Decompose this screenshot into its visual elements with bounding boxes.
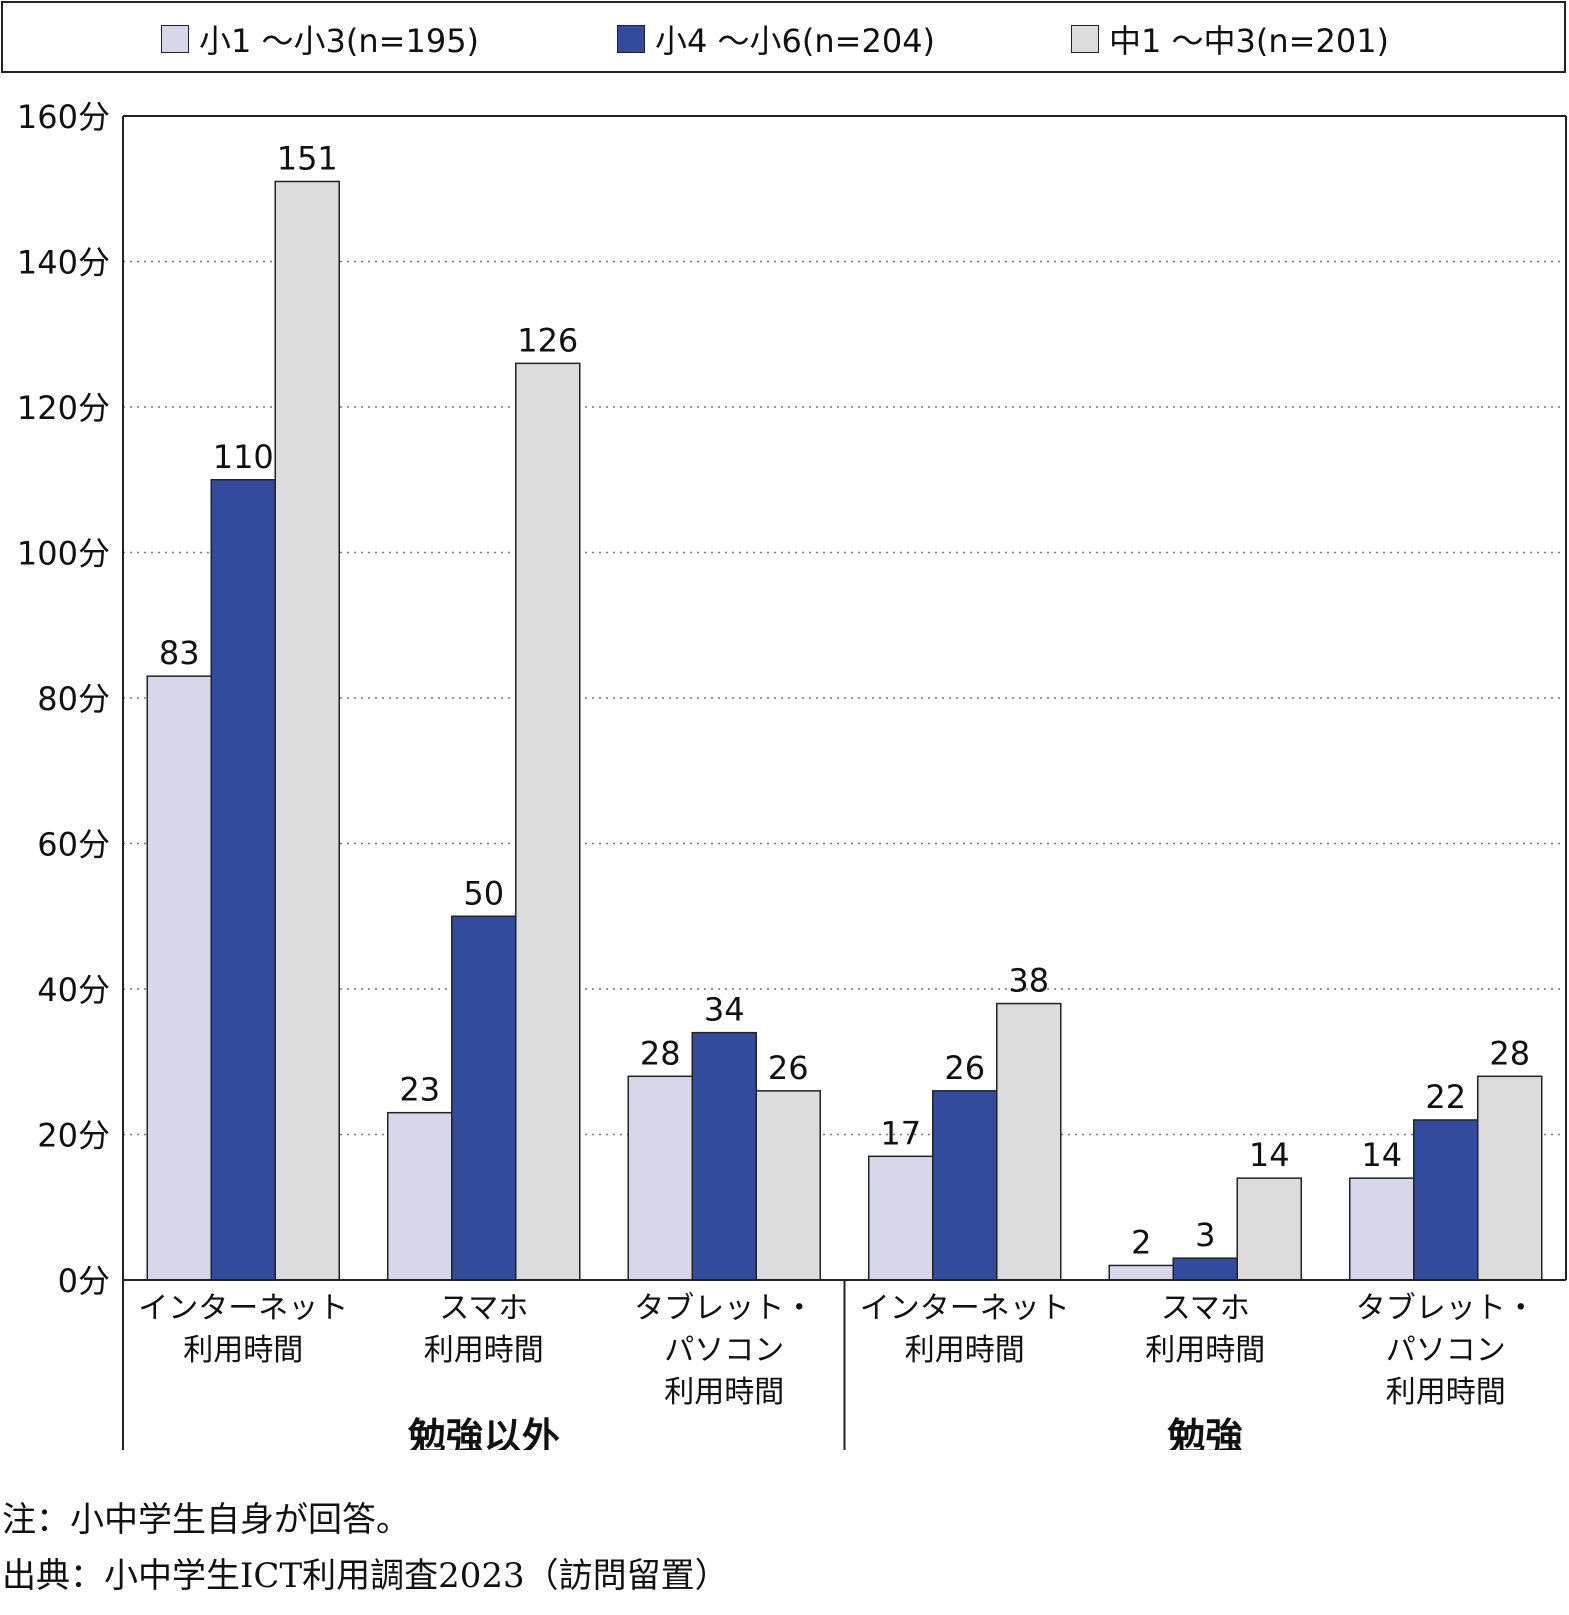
x-category-label: 利用時間 — [1145, 1333, 1265, 1368]
data-label: 14 — [1249, 1136, 1290, 1174]
legend-swatch-grade4-6 — [617, 25, 645, 53]
legend: 小1 ～小3(n=195) 小4 ～小6(n=204) 中1 ～中3(n=201… — [1, 1, 1566, 73]
data-label: 83 — [159, 634, 200, 672]
data-label: 23 — [399, 1071, 440, 1109]
legend-label-grade1-3: 小1 ～小3(n=195) — [199, 22, 480, 60]
x-category-label: パソコン — [1386, 1333, 1506, 1368]
legend-label-junior-high: 中1 ～中3(n=201) — [1109, 22, 1390, 60]
legend-item-grade4-6: 小4 ～小6(n=204) — [617, 21, 935, 60]
data-label: 50 — [463, 874, 504, 912]
data-label: 28 — [640, 1034, 681, 1072]
x-category-label: 利用時間 — [424, 1333, 544, 1368]
bar — [627, 1075, 693, 1281]
data-label: 26 — [768, 1049, 809, 1087]
data-label: 26 — [944, 1049, 985, 1087]
group-label: 勉強以外 — [407, 1415, 560, 1450]
bar-chart: 0分 20分 40分 60分 80分 100分 120分 140分 160分 83 110 151 イン… — [17, 98, 1567, 1450]
bar — [755, 1090, 821, 1281]
y-tick-label: 60分 — [37, 826, 110, 864]
data-label: 22 — [1425, 1078, 1466, 1116]
bar — [1236, 1177, 1302, 1281]
note-text: 注：小中学生自身が回答。 — [2, 1500, 410, 1540]
x-category-label: 利用時間 — [664, 1375, 784, 1410]
x-category-label: インターネット — [860, 1291, 1070, 1326]
legend-item-junior-high: 中1 ～中3(n=201) — [1071, 21, 1389, 60]
bar — [274, 180, 340, 1281]
x-category-label: スマホ — [1161, 1291, 1250, 1326]
bar — [1108, 1264, 1174, 1281]
x-category-label: タブレット・ — [1356, 1291, 1536, 1326]
legend-item-grade1-3: 小1 ～小3(n=195) — [161, 21, 479, 60]
data-label: 3 — [1195, 1216, 1215, 1254]
bar — [146, 675, 212, 1281]
y-tick-label: 80分 — [37, 680, 110, 718]
data-label: 151 — [277, 139, 338, 177]
x-category-label: インターネット — [138, 1291, 348, 1326]
y-tick-label: 0分 — [58, 1262, 110, 1300]
data-label: 28 — [1489, 1034, 1530, 1072]
bar — [387, 1111, 453, 1281]
bar — [691, 1031, 757, 1281]
group-label: 勉強 — [1166, 1415, 1243, 1450]
legend-swatch-junior-high — [1071, 25, 1099, 53]
data-label: 14 — [1361, 1136, 1402, 1174]
bar — [932, 1090, 998, 1281]
source-text: 出典：小中学生ICT利用調査2023（訪問留置） — [2, 1556, 729, 1596]
x-category-label: 利用時間 — [183, 1333, 303, 1368]
legend-swatch-grade1-3 — [161, 25, 189, 53]
bar — [1477, 1075, 1543, 1281]
legend-label-grade4-6: 小4 ～小6(n=204) — [655, 22, 936, 60]
x-category-label: 利用時間 — [1386, 1375, 1506, 1410]
data-label: 38 — [1008, 962, 1049, 1000]
y-tick-label: 20分 — [37, 1117, 110, 1155]
data-label: 2 — [1131, 1223, 1151, 1261]
bar — [451, 915, 517, 1281]
bar — [1413, 1119, 1479, 1281]
data-label: 34 — [704, 991, 745, 1029]
x-category-label: タブレット・ — [634, 1291, 814, 1326]
data-label: 126 — [517, 321, 578, 359]
bar — [868, 1155, 934, 1281]
y-tick-label: 140分 — [17, 244, 110, 282]
bar — [1349, 1177, 1415, 1281]
data-label: 17 — [880, 1114, 921, 1152]
y-tick-label: 100分 — [17, 535, 110, 573]
bar — [1172, 1257, 1238, 1281]
x-category-label: パソコン — [664, 1333, 784, 1368]
bar — [996, 1002, 1062, 1281]
data-label: 110 — [213, 438, 274, 476]
bar — [210, 479, 276, 1281]
x-category-label: 利用時間 — [905, 1333, 1025, 1368]
y-tick-label: 160分 — [17, 98, 110, 136]
x-category-label: スマホ — [439, 1291, 528, 1326]
y-tick-label: 40分 — [37, 971, 110, 1009]
y-tick-label: 120分 — [17, 389, 110, 427]
bar — [515, 362, 581, 1281]
